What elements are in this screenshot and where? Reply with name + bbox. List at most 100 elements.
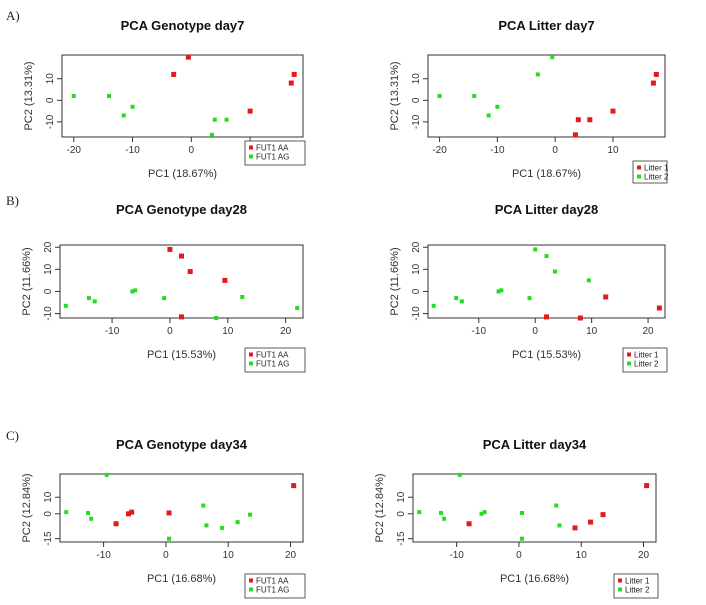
x-tick-label: 0 bbox=[532, 326, 538, 337]
data-point bbox=[212, 117, 217, 122]
data-point bbox=[113, 521, 119, 527]
data-point bbox=[291, 483, 297, 489]
data-point bbox=[214, 316, 219, 320]
data-point bbox=[167, 536, 172, 541]
x-axis-label: PC1 (15.53%) bbox=[512, 349, 581, 361]
x-axis-label: PC1 (18.67%) bbox=[148, 168, 217, 180]
y-tick-label: 10 bbox=[411, 263, 422, 275]
data-point bbox=[209, 132, 214, 137]
data-point bbox=[179, 253, 184, 259]
data-point bbox=[656, 305, 662, 311]
legend-marker bbox=[249, 578, 253, 583]
y-tick-label: 20 bbox=[411, 241, 422, 253]
data-point bbox=[533, 247, 538, 252]
legend-box bbox=[632, 160, 668, 184]
legend-label: Litter 2 bbox=[644, 173, 669, 182]
data-point bbox=[187, 269, 193, 275]
panel-letter-b: B) bbox=[6, 193, 19, 208]
y-axis-label: PC2 (12.84%) bbox=[21, 473, 33, 542]
plot-frame bbox=[427, 54, 666, 138]
data-point bbox=[166, 510, 172, 516]
y-tick-label: 20 bbox=[43, 241, 54, 253]
x-tick-label: 0 bbox=[189, 145, 195, 156]
data-point bbox=[220, 525, 224, 530]
data-point bbox=[520, 536, 525, 541]
data-point bbox=[466, 521, 472, 527]
y-tick-label: 0 bbox=[396, 511, 407, 517]
data-point bbox=[544, 314, 549, 320]
legend-box bbox=[244, 347, 306, 373]
legend-marker bbox=[618, 578, 622, 583]
legend-marker bbox=[249, 352, 253, 357]
x-tick-label: 0 bbox=[552, 145, 558, 156]
data-point bbox=[104, 472, 109, 477]
legend-marker bbox=[249, 145, 253, 150]
data-point bbox=[126, 511, 132, 517]
x-tick-label: -10 bbox=[490, 145, 505, 156]
legend-label: FUT1 AG bbox=[256, 153, 289, 162]
data-point bbox=[86, 510, 91, 515]
legend-label: Litter 1 bbox=[625, 577, 650, 586]
data-point bbox=[130, 289, 135, 294]
y-tick-label: 0 bbox=[411, 97, 422, 103]
x-tick-label: -10 bbox=[125, 145, 140, 156]
data-point bbox=[133, 288, 138, 293]
chart-title: PCA Litter day7 bbox=[498, 18, 594, 33]
legend-marker bbox=[627, 352, 631, 357]
chart-title: PCA Genotype day34 bbox=[116, 437, 248, 452]
y-tick-label: -15 bbox=[396, 531, 407, 546]
data-point bbox=[457, 472, 462, 477]
data-point bbox=[442, 516, 447, 521]
legend-marker bbox=[249, 361, 253, 366]
data-point bbox=[586, 278, 591, 283]
x-tick-label: 20 bbox=[285, 550, 297, 561]
data-point bbox=[535, 72, 540, 77]
y-axis-label: PC2 (13.31%) bbox=[23, 61, 35, 130]
data-point bbox=[454, 296, 459, 301]
y-tick-label: 0 bbox=[43, 511, 54, 517]
data-point bbox=[235, 520, 240, 525]
data-point bbox=[554, 503, 559, 508]
legend-marker bbox=[627, 361, 631, 366]
data-point bbox=[222, 277, 228, 283]
data-point bbox=[496, 289, 501, 294]
legend-marker bbox=[249, 154, 253, 159]
y-axis-label: PC2 (11.66%) bbox=[21, 247, 33, 315]
x-axis-label: PC1 (18.67%) bbox=[512, 168, 581, 180]
legend-label: FUT1 AG bbox=[256, 586, 289, 595]
data-point bbox=[431, 303, 436, 308]
y-tick-label: -10 bbox=[411, 114, 422, 129]
data-point bbox=[92, 299, 97, 304]
x-tick-label: 0 bbox=[163, 550, 169, 561]
y-tick-label: -10 bbox=[43, 306, 54, 321]
legend-box bbox=[244, 140, 306, 166]
data-point bbox=[162, 296, 167, 301]
x-tick-label: 10 bbox=[222, 326, 234, 337]
legend-marker bbox=[637, 174, 641, 179]
data-point bbox=[588, 519, 594, 525]
data-point bbox=[437, 94, 442, 98]
x-tick-label: 0 bbox=[516, 550, 522, 561]
data-point bbox=[587, 117, 593, 123]
panel-letter-a: A) bbox=[6, 8, 20, 23]
data-point bbox=[240, 294, 245, 299]
data-point bbox=[201, 503, 206, 508]
data-point bbox=[495, 104, 500, 109]
y-tick-label: 10 bbox=[43, 263, 54, 275]
data-point bbox=[550, 55, 555, 60]
legend-marker bbox=[637, 165, 641, 170]
data-point bbox=[572, 132, 578, 138]
chart-title: PCA Litter day28 bbox=[495, 202, 599, 217]
data-point bbox=[499, 288, 504, 293]
legend-label: Litter 1 bbox=[644, 164, 669, 173]
chart-pca-genotype-day28: PCA Genotype day28 -10 0 10 20 -10 0 10 20 PC1 (1… bbox=[21, 202, 306, 373]
data-point bbox=[600, 512, 606, 518]
legend-box bbox=[622, 347, 668, 373]
x-axis-label: PC1 (16.68%) bbox=[147, 573, 216, 585]
chart-pca-litter-day28: PCA Litter day28 -10 0 10 20 -10 0 10 20 PC1 (15.… bbox=[389, 202, 668, 373]
plot-frame bbox=[412, 473, 657, 543]
plot-frame bbox=[61, 54, 304, 138]
x-axis-label: PC1 (15.53%) bbox=[147, 349, 216, 361]
x-tick-label: 20 bbox=[280, 326, 292, 337]
y-axis-label: PC2 (12.84%) bbox=[374, 473, 386, 542]
